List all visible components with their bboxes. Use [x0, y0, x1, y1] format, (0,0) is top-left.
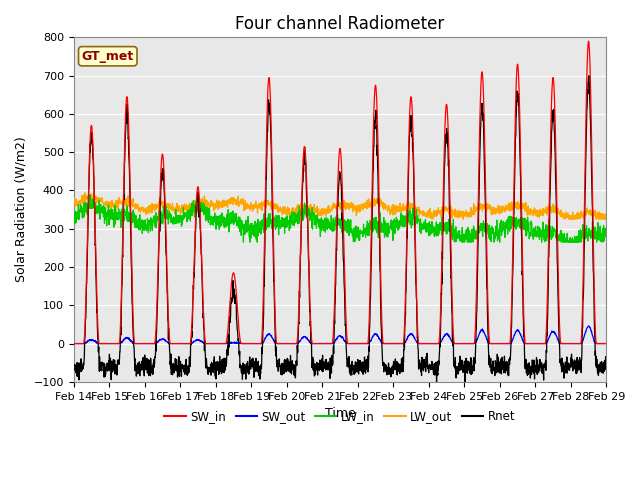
SW_in — [355, 341, 363, 347]
SW_out — [556, 339, 563, 345]
LW_in — [70, 215, 77, 221]
Legend: SW_in, SW_out, LW_in, LW_out, Rnet: SW_in, SW_out, LW_in, LW_out, Rnet — [159, 405, 520, 428]
SW_out — [602, 341, 610, 347]
LW_in — [86, 192, 94, 198]
LW_out — [495, 203, 503, 209]
LW_out — [429, 216, 436, 222]
Rnet — [218, 357, 226, 362]
SW_in — [367, 257, 374, 263]
Rnet — [602, 362, 610, 368]
Rnet — [70, 362, 77, 368]
LW_out — [81, 190, 89, 196]
LW_in — [495, 236, 503, 242]
SW_in — [218, 341, 226, 347]
Title: Four channel Radiometer: Four channel Radiometer — [236, 15, 445, 33]
SW_in — [585, 38, 593, 44]
SW_out — [70, 341, 77, 347]
SW_out — [495, 341, 502, 347]
SW_out — [570, 341, 578, 347]
SW_out — [355, 341, 363, 347]
SW_out — [218, 341, 226, 347]
SW_in — [602, 341, 610, 347]
Rnet — [495, 361, 502, 367]
Rnet — [367, 282, 374, 288]
LW_in — [571, 239, 579, 245]
Rnet — [355, 367, 363, 373]
Text: GT_met: GT_met — [82, 50, 134, 63]
LW_in — [556, 231, 564, 237]
SW_in — [70, 341, 77, 347]
Line: SW_out: SW_out — [74, 326, 606, 344]
Rnet — [585, 73, 593, 79]
SW_out — [367, 337, 374, 343]
LW_in — [219, 211, 227, 216]
Line: SW_in: SW_in — [74, 41, 606, 344]
LW_in — [356, 237, 364, 243]
Rnet — [570, 366, 578, 372]
Line: LW_in: LW_in — [74, 195, 606, 242]
LW_in — [239, 239, 247, 245]
SW_in — [570, 341, 578, 347]
LW_out — [367, 204, 375, 209]
SW_in — [495, 341, 502, 347]
LW_out — [556, 212, 564, 217]
Y-axis label: Solar Radiation (W/m2): Solar Radiation (W/m2) — [15, 137, 28, 282]
LW_in — [602, 230, 610, 236]
Line: Rnet: Rnet — [74, 76, 606, 382]
X-axis label: Time: Time — [324, 407, 355, 420]
Rnet — [433, 379, 440, 385]
SW_in — [556, 312, 563, 318]
SW_out — [585, 323, 593, 329]
LW_in — [367, 227, 375, 232]
LW_out — [571, 216, 579, 221]
Line: LW_out: LW_out — [74, 193, 606, 219]
LW_out — [70, 200, 77, 205]
Rnet — [556, 342, 563, 348]
LW_out — [219, 202, 227, 207]
LW_out — [602, 216, 610, 222]
LW_out — [355, 209, 363, 215]
